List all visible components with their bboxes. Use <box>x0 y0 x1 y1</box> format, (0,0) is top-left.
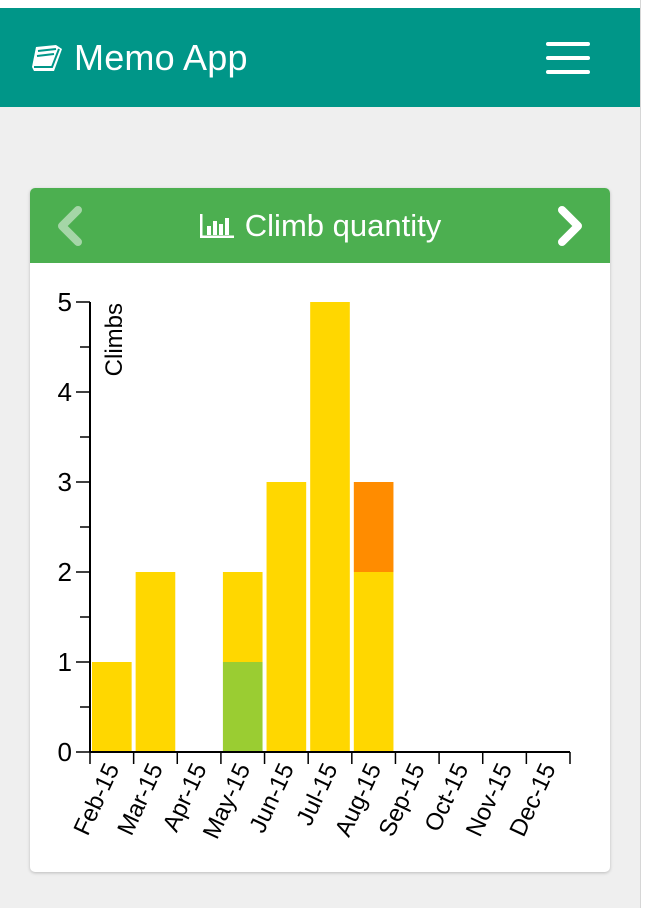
bar-May-15-series-1 <box>222 572 263 662</box>
bar-Jul-15-series-1 <box>310 302 350 752</box>
hamburger-menu-icon <box>546 42 590 46</box>
book-icon <box>32 45 62 71</box>
bar-Mar-15-series-1 <box>135 572 176 752</box>
y-tick-label: 1 <box>58 647 72 677</box>
y-axis-label: Climbs <box>101 303 128 376</box>
bar-chart-icon <box>199 214 234 238</box>
card-header: Climb quantity <box>30 188 610 263</box>
chart-area: 0 1 2 3 4 5 Climbs Feb-15 Mar-15 Apr-15 May-15 Jun-… <box>30 263 610 872</box>
y-tick-label: 0 <box>58 737 72 767</box>
app-title: Memo App <box>74 37 248 78</box>
chevron-left-icon <box>58 206 82 246</box>
y-tick-label: 2 <box>58 557 72 587</box>
y-tick-label: 5 <box>58 287 72 317</box>
bar-Aug-15-series-2 <box>353 482 394 572</box>
bar-Aug-15-series-1 <box>353 572 394 752</box>
bar-Jun-15-series-1 <box>266 482 307 752</box>
navbar: Memo App <box>0 8 640 107</box>
next-button[interactable] <box>552 206 586 246</box>
climb-quantity-chart: 012345ClimbsFeb-15Mar-15Apr-15May-15Jun-… <box>58 287 571 843</box>
prev-button[interactable] <box>54 206 88 246</box>
chevron-right-icon <box>558 206 582 246</box>
y-tick-label: 4 <box>58 377 72 407</box>
card-title: Climb quantity <box>30 206 610 246</box>
app-brand[interactable]: Memo App <box>30 37 248 78</box>
bar-Feb-15-series-1 <box>92 662 132 752</box>
card-title-text: Climb quantity <box>244 208 442 243</box>
hamburger-menu-icon-bar <box>546 70 590 74</box>
y-tick-label: 3 <box>58 467 72 497</box>
bar-May-15-series-0 <box>222 662 263 752</box>
chart-card: Climb quantity 0 1 2 3 4 5 Climbs Feb-15 Mar-15 A… <box>30 188 610 872</box>
menu-toggle-button[interactable] <box>546 42 590 74</box>
hamburger-menu-icon-bar <box>546 56 590 60</box>
